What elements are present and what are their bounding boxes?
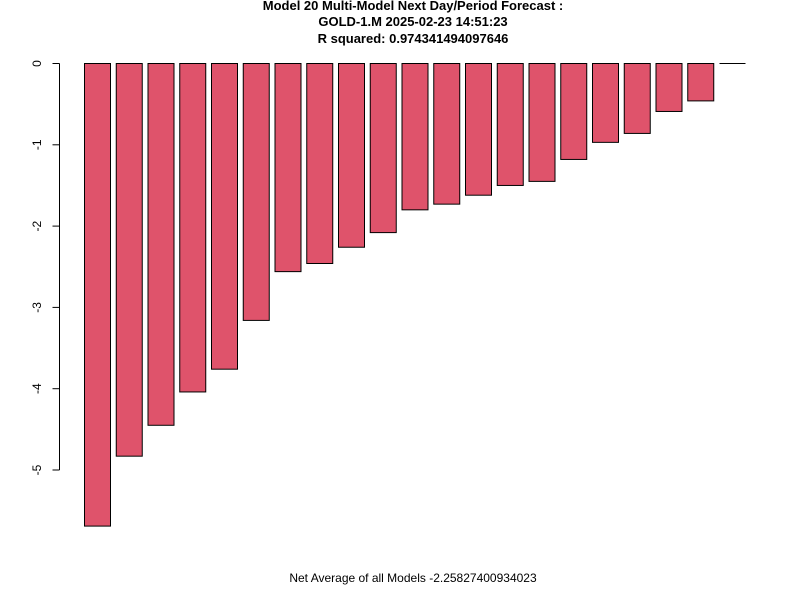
x-axis-label: Net Average of all Models -2.25827400934… [289,571,537,585]
y-tick-label: -2 [30,220,44,231]
y-tick-label: -5 [30,464,44,475]
bar [179,63,207,393]
bar [465,63,492,196]
bars [84,63,746,527]
bar [687,63,715,102]
chart-title-line-1: Model 20 Multi-Model Next Day/Period For… [263,0,564,13]
y-tick-label: 0 [30,60,44,67]
bar [242,63,270,321]
bar [592,63,619,143]
bar [211,63,238,370]
bar [274,63,302,273]
chart-title-line-2: GOLD-1.M 2025-02-23 14:51:23 [318,14,507,29]
y-tick-label: -1 [30,139,44,150]
bar [84,63,111,527]
bar [147,63,175,426]
bar [560,63,588,160]
chart-title-line-3: R squared: 0.974341494097646 [318,31,509,46]
bar [528,63,556,182]
y-axis: 0 -1 -2 -3 -4 -5 [30,60,60,475]
bar [401,63,429,211]
y-tick-label: -3 [30,302,44,313]
bar [338,63,365,248]
bar [496,63,524,186]
bar [369,63,397,234]
bar [655,63,683,112]
bar [623,63,651,134]
bar [433,63,461,205]
chart-title: Model 20 Multi-Model Next Day/Period For… [263,0,564,46]
y-tick-label: -4 [30,383,44,394]
bar [306,63,334,264]
bar [115,63,143,457]
